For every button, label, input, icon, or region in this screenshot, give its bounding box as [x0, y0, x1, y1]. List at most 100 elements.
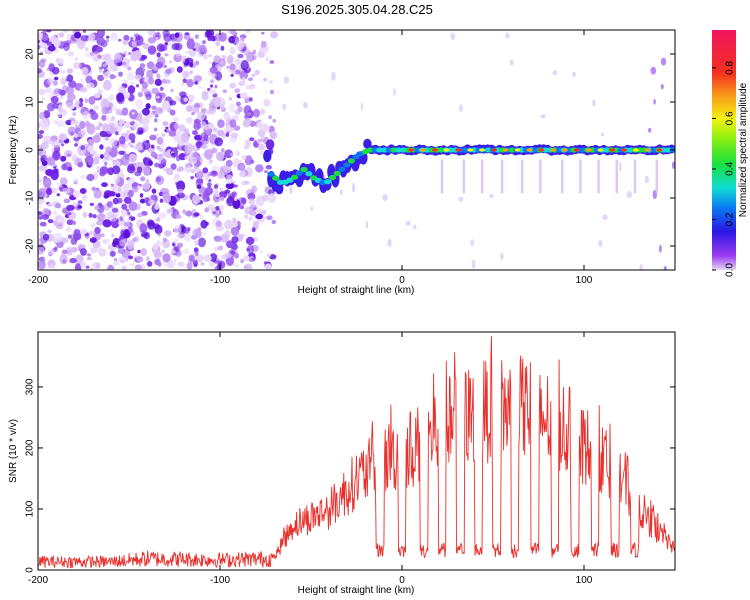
noise-dot [210, 170, 218, 177]
snr-x-label: Height of straight line (km) [298, 585, 415, 596]
noise-dot [38, 174, 41, 178]
noise-dot [230, 30, 236, 35]
noise-dot [269, 60, 274, 64]
noise-dot [271, 219, 277, 225]
signal-hot-spot [597, 148, 604, 152]
signal-hot-spot [455, 148, 462, 152]
noise-dot [121, 61, 127, 66]
noise-dot [115, 192, 121, 198]
noise-dot [182, 78, 187, 83]
noise-dot [234, 88, 241, 93]
noise-dot [161, 133, 166, 137]
noise-dot [235, 101, 241, 107]
spectrogram-x-tick-label: 0 [399, 275, 405, 286]
noise-dot [226, 174, 233, 180]
signal-band-inner [338, 166, 346, 172]
noise-dot [66, 204, 75, 211]
noise-dot [50, 96, 59, 104]
noise-dot [109, 214, 118, 222]
noise-dot [184, 163, 190, 169]
noise-dot [107, 264, 115, 270]
noise-dot [208, 107, 217, 115]
noise-dot [234, 263, 240, 268]
noise-dot [215, 193, 220, 198]
noise-dot [122, 183, 130, 193]
noise-dot [174, 173, 181, 179]
noise-dot [123, 34, 130, 42]
noise-dot [52, 150, 61, 161]
noise-dot [184, 57, 194, 65]
noise-dot [139, 193, 144, 198]
noise-dot [67, 166, 73, 172]
snr-panel: -200 -100 0 100 0 100 200 300 Height of straigh… [8, 331, 676, 596]
noise-dot [153, 223, 160, 230]
noise-dot [119, 118, 125, 125]
noise-dot [255, 195, 265, 207]
noise-dot [115, 108, 122, 116]
sparse-dot [405, 220, 411, 226]
harmonic-streak [655, 159, 658, 194]
noise-dot [217, 129, 224, 137]
figure-title: S196.2025.305.04.28.C25 [281, 2, 433, 17]
noise-dot [99, 66, 103, 70]
noise-dot [207, 172, 212, 177]
noise-dot [113, 176, 120, 184]
spectrogram-x-tick-label: -200 [28, 275, 48, 286]
noise-dot [53, 80, 58, 86]
noise-dot [171, 43, 180, 51]
noise-dot [200, 144, 208, 149]
noise-dot [268, 115, 272, 120]
noise-dot [143, 166, 151, 176]
noise-dot [230, 250, 235, 255]
noise-dot [155, 217, 161, 223]
noise-dot [224, 230, 231, 239]
noise-dot [204, 207, 210, 213]
noise-dot [86, 256, 92, 261]
noise-dot [151, 105, 157, 110]
noise-dot [209, 66, 218, 74]
noise-dot [192, 194, 201, 204]
noise-dot [96, 36, 106, 46]
noise-dot [96, 166, 100, 170]
noise-dot [208, 88, 217, 95]
noise-dot [202, 232, 207, 235]
signal-hot-spot [538, 148, 545, 152]
noise-dot [164, 79, 171, 84]
noise-dot [259, 250, 264, 254]
colorbar: 0.0 0.2 0.4 0.6 0.8 Normalized spectral ampl… [712, 30, 749, 277]
noise-dot [151, 144, 155, 149]
noise-dot [62, 30, 70, 33]
noise-dot [196, 184, 202, 189]
noise-dot [244, 263, 253, 270]
snr-y-tick-label: 0 [25, 567, 36, 573]
noise-dot [161, 100, 170, 111]
noise-dot [53, 38, 61, 48]
colorbar-tick-label: 0.0 [725, 263, 736, 277]
noise-dot [156, 43, 165, 52]
noise-dot [209, 253, 218, 262]
signal-hot-spot [479, 148, 486, 152]
noise-dot [115, 131, 119, 136]
noise-dot [101, 106, 109, 115]
noise-dot [152, 243, 159, 251]
sparse-dot [471, 259, 476, 269]
noise-dot [214, 33, 223, 42]
noise-dot [207, 54, 213, 58]
noise-dot [170, 163, 177, 170]
noise-dot [134, 74, 142, 80]
noise-dot [265, 164, 272, 170]
noise-dot [214, 137, 223, 147]
noise-dot [46, 168, 54, 177]
noise-dot [190, 176, 195, 180]
noise-dot [272, 118, 277, 123]
noise-dot [194, 239, 200, 244]
snr-x-tick-label: 100 [576, 575, 593, 586]
noise-dot [145, 256, 150, 262]
noise-dot [56, 120, 65, 128]
noise-dot [59, 253, 68, 265]
noise-dot [137, 212, 143, 218]
noise-dot [138, 130, 143, 135]
noise-dot [200, 219, 208, 229]
noise-dot [111, 33, 115, 38]
noise-dot [38, 260, 46, 270]
